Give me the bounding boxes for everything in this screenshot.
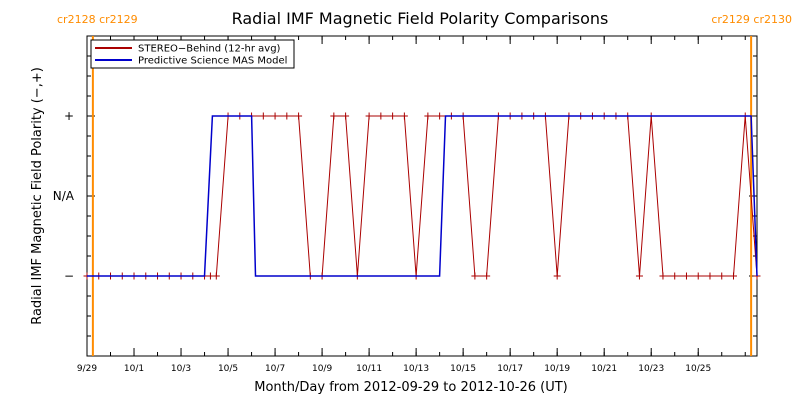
data-point-marker — [271, 112, 279, 120]
x-tick-label: 10/25 — [685, 364, 711, 374]
data-point-marker — [471, 272, 479, 280]
data-point-marker — [682, 272, 690, 280]
data-point-marker — [671, 272, 679, 280]
x-tick-label: 10/3 — [171, 364, 191, 374]
data-point-marker — [635, 272, 643, 280]
x-tick-label: 10/7 — [265, 364, 285, 374]
data-point-marker — [483, 272, 491, 280]
series-line — [87, 115, 758, 277]
data-point-marker — [212, 272, 220, 280]
data-point-marker — [342, 112, 350, 120]
data-point-marker — [283, 112, 291, 120]
carrington-label: cr2128 — [57, 13, 96, 26]
y-axis-label: Radial IMF Magnetic Field Polarity (−,+) — [30, 67, 45, 325]
carrington-label: cr2129 — [711, 13, 750, 26]
data-point-marker — [718, 272, 726, 280]
x-axis-label: Month/Day from 2012-09-29 to 2012-10-26 … — [254, 380, 567, 395]
data-point-marker — [377, 112, 385, 120]
data-point-marker — [400, 112, 408, 120]
carrington-label: cr2130 — [750, 13, 792, 26]
x-tick-label: 10/23 — [638, 364, 664, 374]
data-point-marker — [553, 272, 561, 280]
x-tick-label: 10/21 — [591, 364, 617, 374]
y-tick-label: + — [64, 109, 74, 123]
chart-title: Radial IMF Magnetic Field Polarity Compa… — [232, 9, 609, 28]
x-tick-label: 10/17 — [497, 364, 523, 374]
legend: STEREO−Behind (12-hr avg)Predictive Scie… — [90, 39, 295, 69]
x-tick-label: 10/15 — [450, 364, 476, 374]
x-tick-label: 10/19 — [544, 364, 570, 374]
series-layer — [83, 112, 761, 280]
x-tick-label: 10/13 — [403, 364, 429, 374]
x-tick-label: 10/11 — [356, 364, 382, 374]
data-point-marker — [259, 112, 267, 120]
data-point-marker — [389, 112, 397, 120]
y-tick-label: N/A — [53, 189, 75, 203]
x-tick-label: 10/5 — [218, 364, 238, 374]
data-point-marker — [659, 272, 667, 280]
carrington-label: cr2129 — [96, 13, 138, 26]
data-point-marker — [729, 272, 737, 280]
x-tick-label: 10/9 — [312, 364, 332, 374]
data-point-marker — [694, 272, 702, 280]
data-point-marker — [206, 272, 214, 280]
series-line — [87, 115, 758, 277]
x-tick-label: 9/29 — [77, 364, 97, 374]
x-tick-label: 10/1 — [124, 364, 144, 374]
carrington-marker-label: cr2128 cr2129 — [57, 13, 138, 26]
legend-entry: Predictive Science MAS Model — [138, 56, 287, 67]
x-axis: 9/29 10/1 10/3 10/5 10/7 10/9 10/11 10/13 10/15 1… — [77, 36, 746, 374]
data-point-marker — [330, 112, 338, 120]
carrington-marker-label: cr2129 cr2130 — [711, 13, 792, 26]
legend-entry: STEREO−Behind (12-hr avg) — [138, 44, 281, 55]
data-point-marker — [436, 112, 444, 120]
legend-box — [90, 39, 295, 69]
y-tick-label: − — [64, 269, 74, 283]
data-point-marker — [365, 112, 373, 120]
data-point-marker — [706, 272, 714, 280]
data-point-marker — [295, 112, 303, 120]
data-point-marker — [424, 112, 432, 120]
y-axis: − N/A + — [53, 35, 757, 357]
